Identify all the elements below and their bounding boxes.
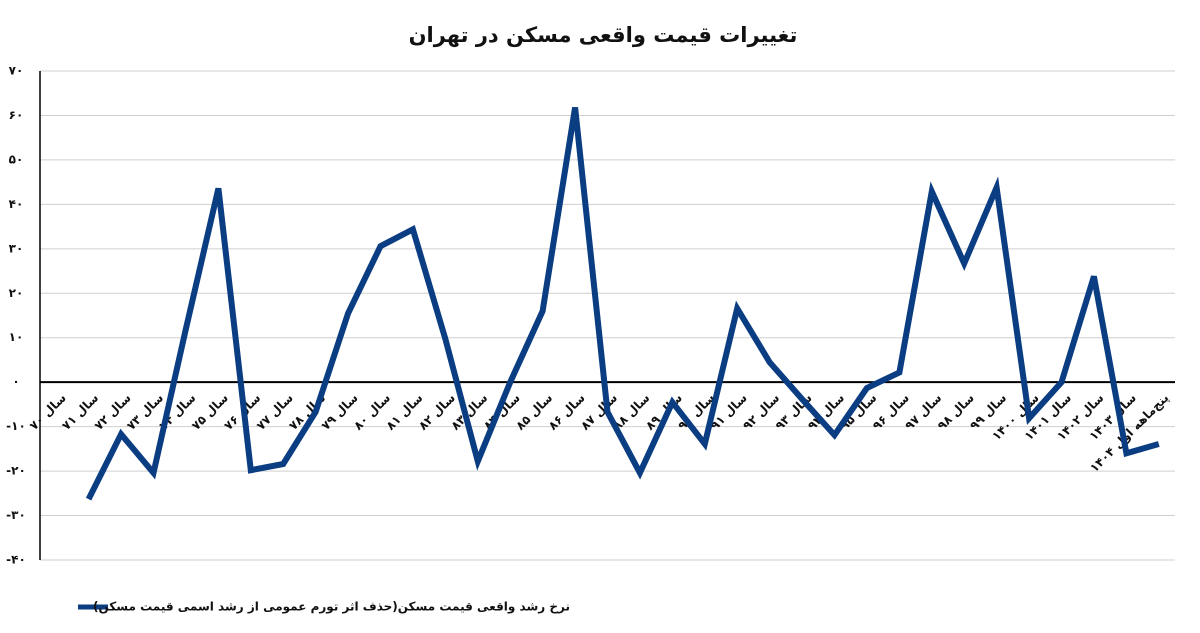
y-tick-label: -۳۰ — [6, 508, 26, 522]
y-tick-label: -۴۰ — [6, 553, 26, 567]
y-tick-label: ۳۰ — [9, 241, 24, 255]
y-tick-label: -۱۰ — [6, 419, 26, 433]
y-tick-label: ۴۰ — [9, 197, 24, 211]
chart-title: تغییرات قیمت واقعی مسکن در تهران — [409, 23, 798, 47]
legend-label: نرخ رشد واقعی قیمت مسکن(حذف اثر تورم عمو… — [93, 600, 570, 615]
y-tick-label: ۵۰ — [9, 152, 24, 166]
y-tick-label: ۶۰ — [9, 108, 24, 122]
y-tick-label: ۷۰ — [9, 64, 24, 78]
y-tick-label: ۰ — [12, 375, 19, 389]
y-tick-label: ۲۰ — [9, 286, 24, 300]
y-tick-label: -۲۰ — [6, 464, 26, 478]
data-line — [85, 107, 1160, 501]
y-tick-label: ۱۰ — [9, 330, 24, 344]
